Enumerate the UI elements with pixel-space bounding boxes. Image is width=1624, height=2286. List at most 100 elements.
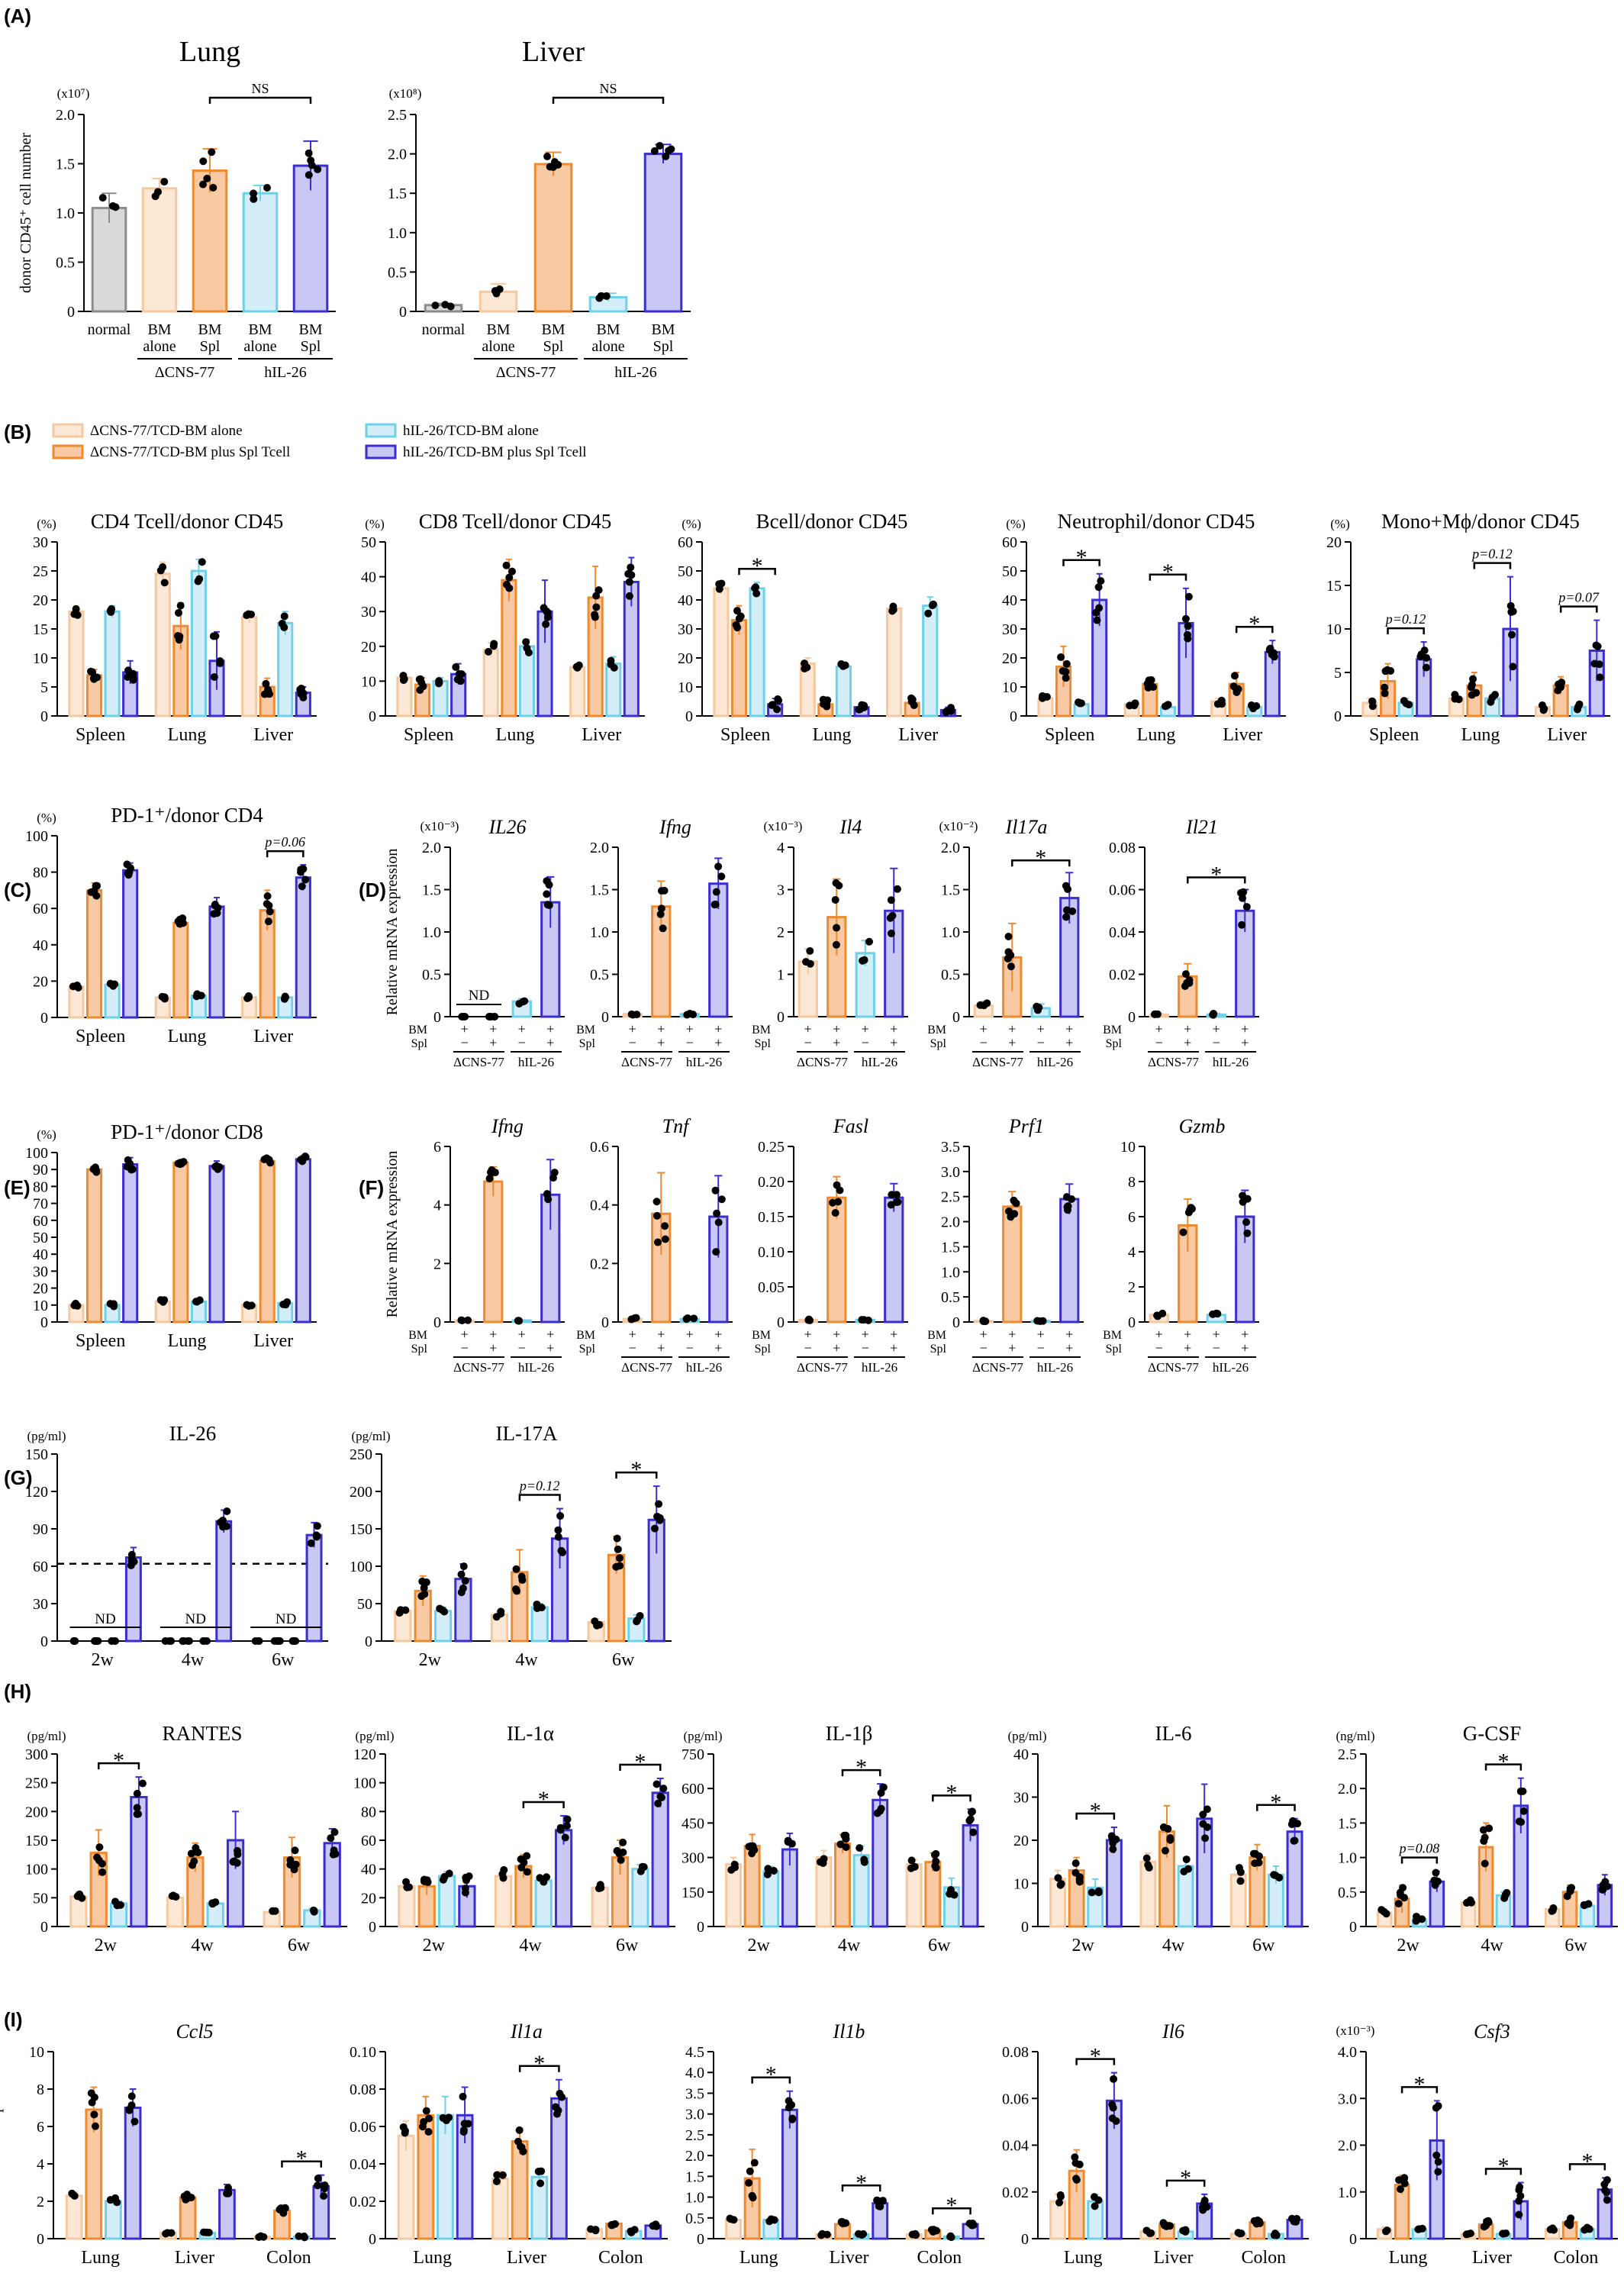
category-label: Spleen — [76, 1027, 125, 1046]
data-point — [562, 1822, 571, 1830]
significance-label: * — [1090, 1798, 1101, 1823]
category-label: Lung — [1389, 2248, 1428, 2268]
data-point — [192, 1298, 200, 1306]
chart-title: Ccl5 — [176, 2020, 213, 2043]
bar — [884, 1196, 904, 1324]
data-point — [543, 877, 551, 885]
bm-sign: + — [518, 1327, 526, 1342]
data-point — [1203, 1805, 1211, 1814]
y-tick-label: 90 — [33, 1521, 48, 1538]
data-point — [265, 1156, 273, 1164]
chart-title: Ifng — [659, 816, 691, 838]
data-point — [1368, 697, 1376, 705]
data-point — [296, 685, 304, 694]
chart-title: Fasl — [833, 1115, 868, 1137]
unit-label: (pg/ml) — [27, 1729, 66, 1743]
bar — [85, 888, 103, 1019]
data-point — [908, 2230, 917, 2239]
panel-label: (E) — [4, 1176, 31, 1199]
data-point — [422, 2107, 430, 2115]
data-point — [208, 1899, 217, 1907]
data-point — [823, 696, 832, 705]
data-point — [946, 2233, 955, 2241]
bm-sign: + — [980, 1327, 988, 1342]
y-tick-label: 0 — [1349, 2231, 1357, 2248]
significance-bracket — [1484, 2168, 1522, 2175]
bm-sign: + — [1037, 1327, 1045, 1342]
y-tick-label: 0 — [685, 708, 693, 725]
significance-bracket — [932, 1794, 972, 1802]
data-point — [1236, 1877, 1245, 1885]
y-tick-label: 0 — [697, 1919, 704, 1936]
data-point — [87, 888, 95, 896]
y-tick-label: 1.0 — [685, 2190, 704, 2207]
data-point — [461, 1885, 469, 1893]
significance-bracket — [1559, 605, 1598, 613]
data-point — [534, 2167, 543, 2175]
chart-title: IL-1α — [507, 1722, 554, 1745]
data-point — [617, 1856, 625, 1864]
data-point — [832, 879, 840, 887]
data-point — [127, 2092, 136, 2101]
data-point — [556, 1512, 565, 1520]
significance-label: NS — [251, 81, 269, 96]
significance-bracket — [1075, 2058, 1116, 2065]
data-point — [1271, 2230, 1279, 2238]
data-point — [1455, 695, 1463, 704]
chart-title: CD8 Tcell/donor CD45 — [419, 510, 612, 533]
y-tick-label: 50 — [357, 1596, 372, 1613]
data-point — [714, 1218, 723, 1227]
data-point — [312, 1531, 321, 1540]
data-point — [907, 1856, 916, 1865]
y-axis-label: Relative mRNA expression — [0, 2062, 4, 2229]
data-point — [1166, 1836, 1174, 1844]
significance-label: * — [1413, 2072, 1425, 2097]
chart-title: Bcell/donor CD45 — [756, 510, 908, 533]
y-tick-label: 2.0 — [1338, 1781, 1357, 1798]
y-tick-label: 1.5 — [685, 2168, 704, 2185]
data-point — [502, 561, 511, 569]
bar — [433, 1610, 453, 1643]
data-point — [842, 1843, 850, 1851]
data-point — [194, 1849, 202, 1857]
data-point — [208, 148, 216, 156]
significance-label: p=0.12 — [1471, 547, 1513, 562]
panel-label: (G) — [4, 1466, 33, 1489]
bar — [1177, 1865, 1194, 1928]
chart-title: Il21 — [1185, 816, 1218, 838]
bar — [91, 207, 127, 313]
data-point — [508, 567, 517, 576]
data-point — [459, 1562, 468, 1571]
data-point — [160, 1296, 169, 1304]
multiplier-label: (x10⁻²) — [939, 819, 978, 833]
data-point — [299, 693, 308, 701]
data-point — [543, 1191, 552, 1199]
y-tick-label: 90 — [33, 1162, 48, 1178]
bar — [65, 2194, 83, 2240]
bm-sign: + — [804, 1327, 812, 1342]
y-tick-label: 0.08 — [1109, 840, 1136, 856]
data-point — [877, 1789, 885, 1798]
data-point — [255, 2233, 263, 2241]
bm-row-label: BM — [1103, 1329, 1122, 1342]
y-tick-label: 50 — [361, 534, 376, 551]
significance-label: * — [538, 1787, 549, 1812]
y-tick-label: 2.0 — [941, 1214, 960, 1231]
data-point — [1064, 1202, 1072, 1211]
data-point — [591, 1617, 599, 1626]
data-point — [1108, 2114, 1116, 2123]
y-tick-label: 8 — [1128, 1174, 1136, 1191]
spl-sign: − — [1213, 1340, 1220, 1356]
group-label: hIL-26 — [1037, 1360, 1073, 1375]
significance-bracket — [1473, 562, 1512, 569]
bm-sign: + — [489, 1021, 497, 1037]
y-tick-label: 4 — [777, 840, 785, 856]
spl-sign: + — [546, 1340, 554, 1356]
data-point — [1468, 681, 1476, 689]
y-tick-label: 40 — [361, 569, 376, 586]
significance-bracket — [1235, 625, 1274, 634]
bar — [518, 645, 535, 717]
data-point — [1036, 1317, 1044, 1325]
data-point — [165, 1637, 173, 1645]
category-label: BM — [541, 321, 565, 338]
